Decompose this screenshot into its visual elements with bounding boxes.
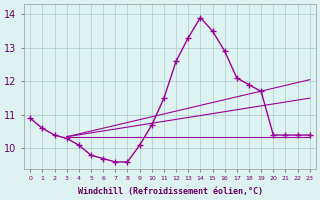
X-axis label: Windchill (Refroidissement éolien,°C): Windchill (Refroidissement éolien,°C): [77, 187, 262, 196]
